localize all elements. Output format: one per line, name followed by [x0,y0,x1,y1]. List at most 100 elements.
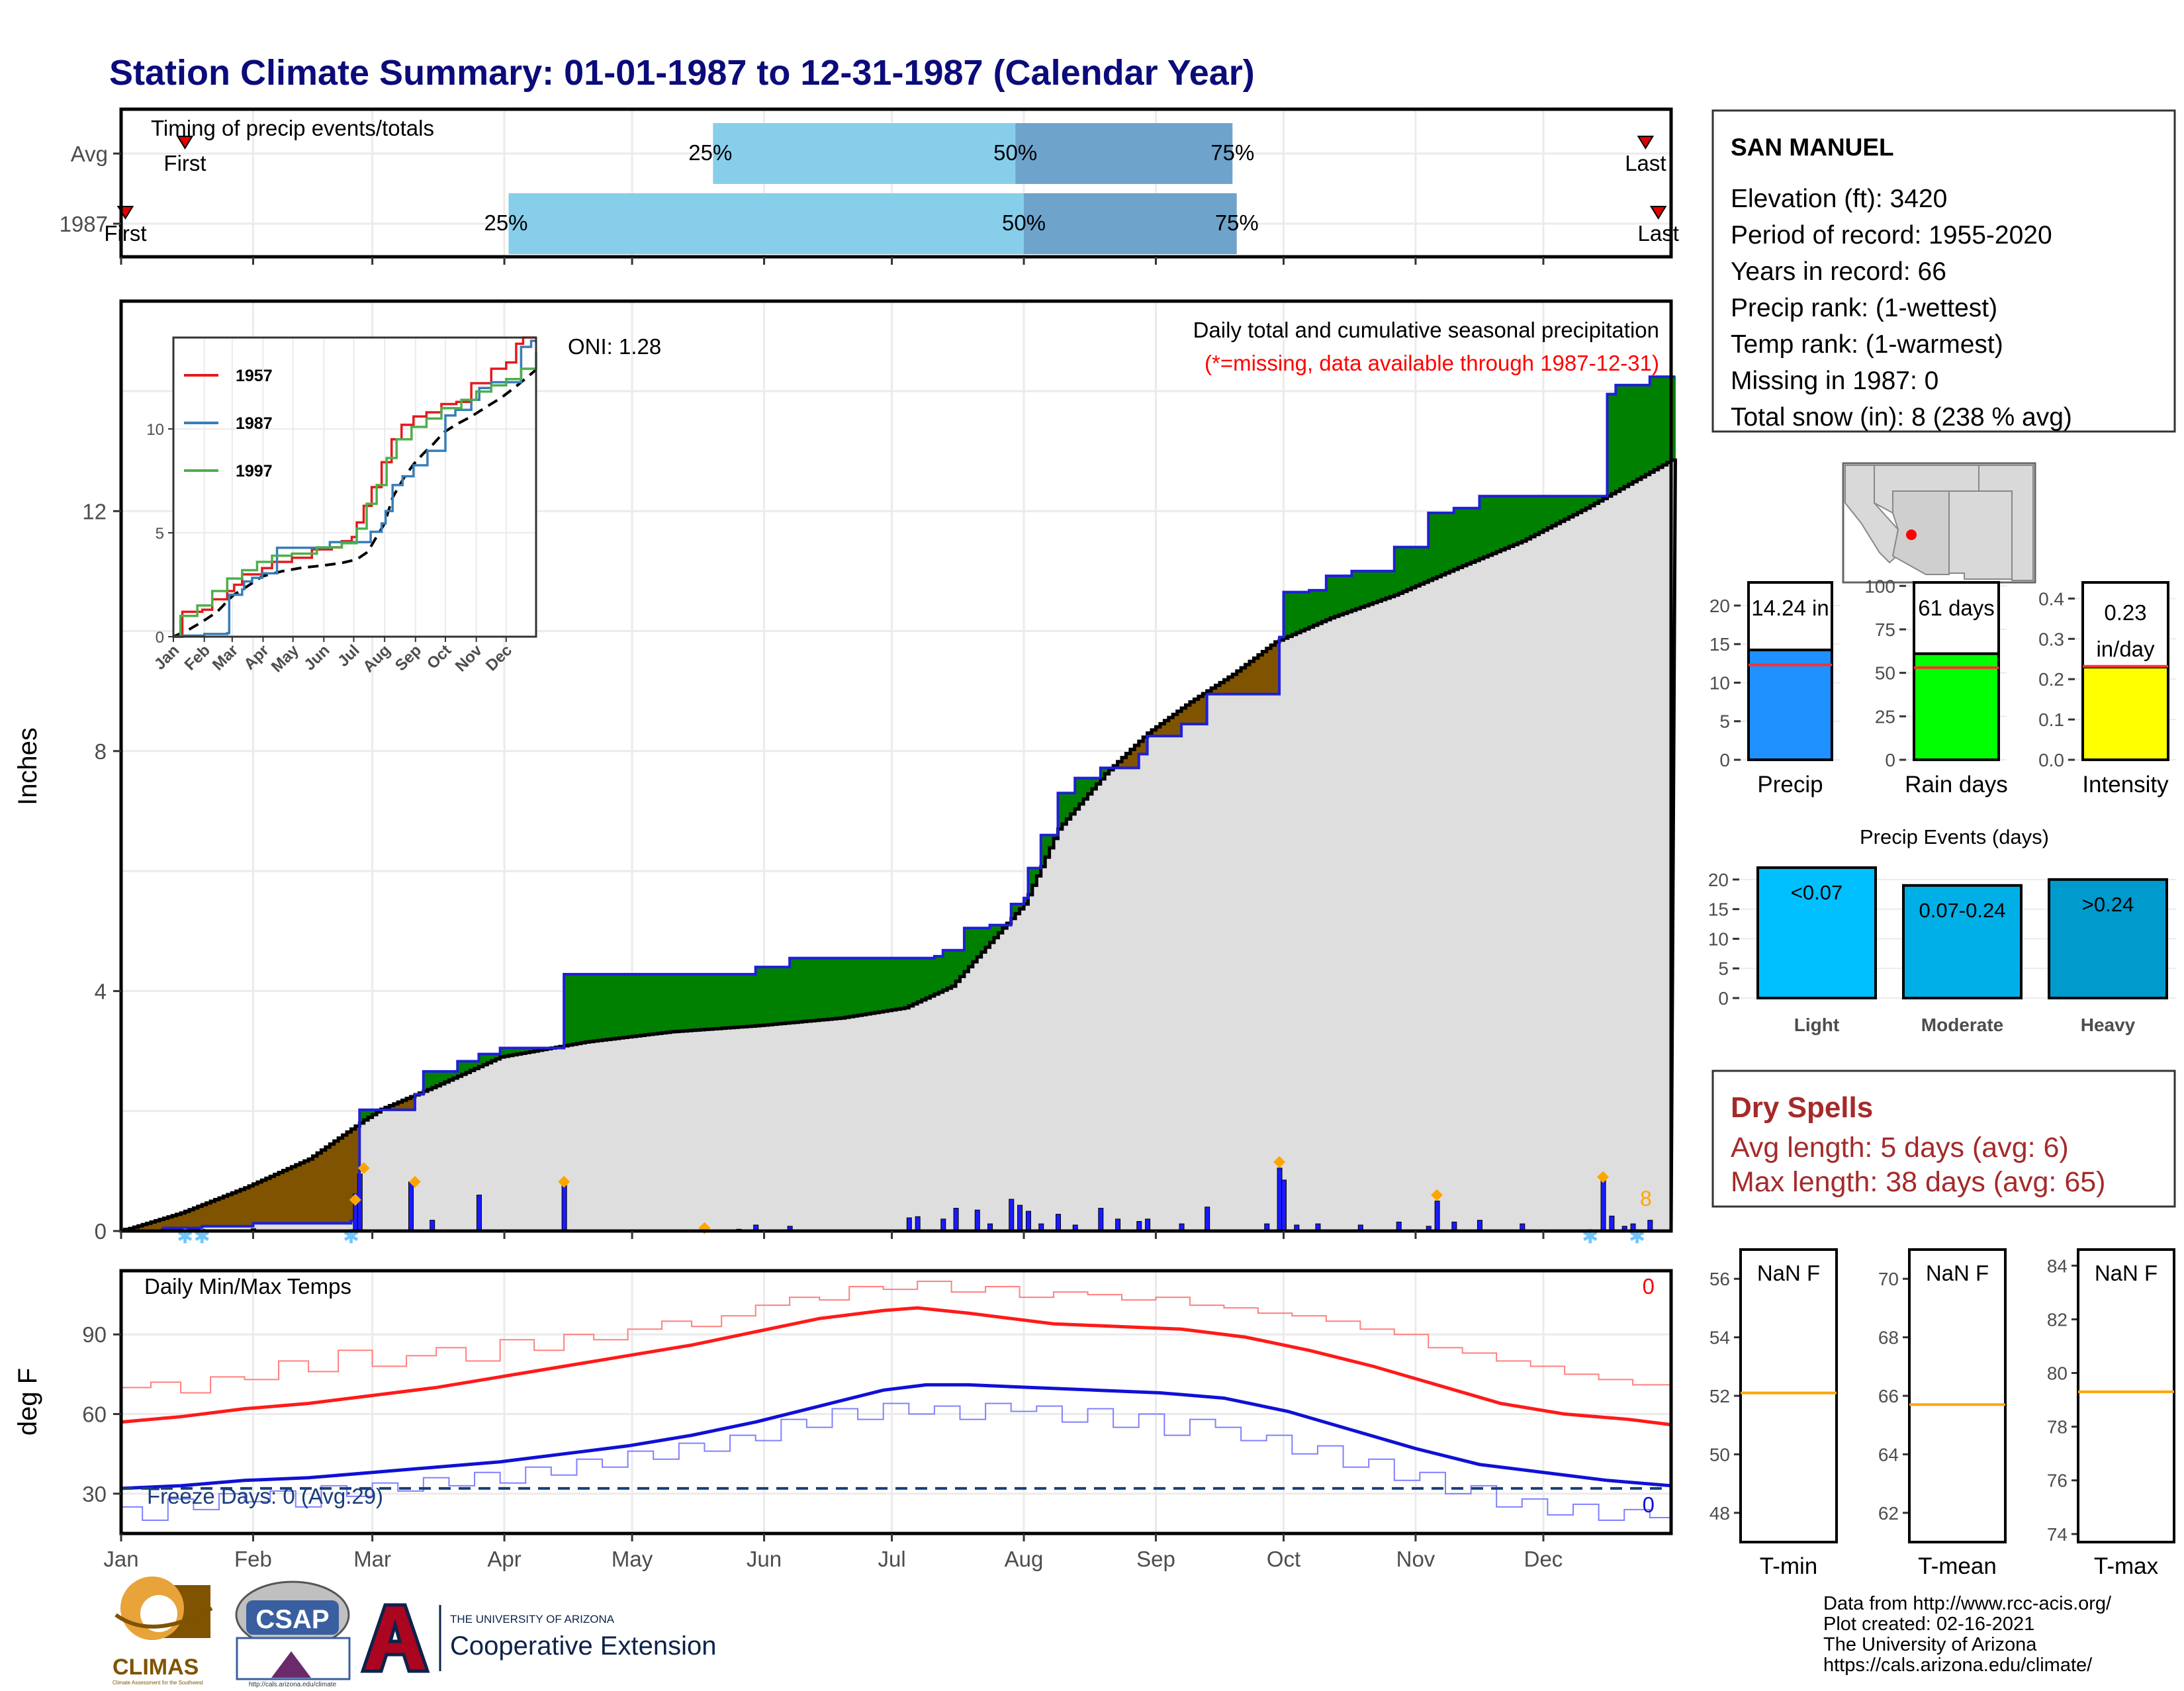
temp-summary-t-min: 48 50 52 54 56 NaN F T-min [1709,1248,1838,1579]
temp-summary-y-tick-label: 74 [2047,1524,2068,1545]
map-colorado-texas [1978,465,2034,581]
summary-bar-charts: 0 5 10 15 20 14.24 in Precip 0 25 50 75 100 61 days R… [1709,576,2176,798]
csap-logo: CSAP http://cals.arizona.edu/climate [235,1580,351,1688]
precip-frame [119,299,1673,1233]
daily-precip-bar [476,1195,482,1232]
station-info-frame [1711,109,2176,433]
inset-legend-label: 1987 [236,414,273,433]
station-name: SAN MANUEL [1731,134,1894,161]
locator-map [1842,462,2036,584]
timing-panel: 25% 50% 75% First Last 25% 50% 75% First Last Tim… [60,107,1679,265]
inset-legend: 1957 1987 1997 [184,367,273,480]
daily-precip-bar [1098,1208,1104,1232]
inset-legend-label: 1957 [236,367,273,385]
footer: Data from http://www.rcc-acis.org/ Plot … [1823,1593,2112,1676]
temp-summary-y-tick-label: 56 [1709,1269,1730,1289]
max-count: 0 [1643,1274,1655,1299]
timing-row-label: Avg [71,142,108,166]
daily-precip-bar [1434,1201,1440,1232]
csap-mountain [271,1651,311,1678]
timing-bars: 25% 50% 75% First Last 25% 50% 75% First Last [104,123,1679,254]
events-bar-heavy [2048,878,2168,999]
temp-summary-y-tick-label: 66 [1878,1386,1899,1406]
month-label: Nov [1396,1547,1435,1571]
month-label: Jan [103,1547,138,1571]
events-value-label: 0.07-0.24 [1919,899,2006,922]
timing-p50-label: 50% [1002,210,1046,235]
summary-x-label: Rain days [1905,772,2008,798]
daily-precip-bar [561,1182,567,1232]
inset-y-tick-label: 0 [156,629,164,647]
precip-events-chart: Precip Events (days) 05101520<0.07Light0… [1708,825,2176,1035]
temp-summary-y-tick-label: 48 [1709,1503,1730,1524]
footer-line-created: Plot created: 02-16-2021 [1823,1614,2034,1635]
timing-first-label: First [163,151,206,175]
events-bar-light [1756,866,1877,1000]
daily-min-temp-line [121,1402,1672,1521]
station-line-period: Period of record: 1955-2020 [1731,221,2052,250]
month-label: Feb [234,1547,272,1571]
temp-y-label: deg F [13,1368,42,1436]
summary-y-tick-label: 25 [1875,706,1895,727]
summary-value-label: 61 days [1918,596,1995,620]
temp-summary-label: T-mean [1918,1553,1997,1579]
timing-row-label: 1987 [60,212,108,236]
temp-summary-y-tick-label: 52 [1709,1386,1730,1406]
summary-bar-precip: 0 5 10 15 20 14.24 in Precip [1709,581,1840,798]
temp-summary-t-max: 74 76 78 80 82 84 NaN F T-max [2047,1248,2175,1579]
map-new-mexico [1948,490,2013,580]
csap-url: http://cals.arizona.edu/climate [249,1681,337,1688]
climas-logo: CLIMAS Climate Assessment for the Southw… [113,1577,213,1686]
daily-precip-bar [1017,1205,1023,1232]
climas-logo-text: CLIMAS [113,1655,199,1680]
temp-summary-y-tick-label: 78 [2047,1417,2068,1438]
cumulative-1987-line [121,375,1676,1232]
station-info-box: SAN MANUEL Elevation (ft): 3420 Period o… [1711,109,2176,433]
temp-summary-y-tick-label: 54 [1709,1328,1730,1348]
csap-label-box [246,1600,339,1635]
dry-spells-frame [1711,1070,2176,1208]
daily-precip-bars [122,1167,1653,1232]
summary-x-label: Intensity [2082,772,2169,798]
temp-summary-y-tick-label: 70 [1878,1269,1899,1289]
station-line-snow: Total snow (in): 8 (238 % avg) [1731,403,2072,432]
month-label: Mar [353,1547,391,1571]
summary-bar-intensity: 0.0 0.1 0.2 0.3 0.4 0.23 in/day Intensity [2038,581,2176,798]
summary-x-label: Precip [1757,772,1823,798]
temp-y-tick-label: 60 [82,1402,107,1427]
ua-logo-big: Cooperative Extension [450,1631,716,1661]
min-count: 0 [1643,1492,1655,1517]
average-min-temp-line [120,1383,1672,1490]
summary-y-tick-label: 10 [1709,672,1730,693]
temp-summary-box [1739,1248,1838,1543]
precip-y-tick-label: 12 [82,499,107,524]
orange-marker [1431,1189,1443,1201]
station-line-missing: Missing in 1987: 0 [1731,367,1938,395]
daily-precip-bar [408,1181,414,1232]
orange-marker [558,1175,570,1188]
daily-precip-bar [1600,1176,1606,1232]
average-max-temp-line [120,1306,1672,1427]
daily-precip-bar [1281,1179,1287,1232]
precip-panel-title: Daily total and cumulative seasonal prec… [1193,318,1659,342]
month-label: Sep [1136,1547,1175,1571]
events-x-label: Heavy [2081,1015,2136,1035]
events-y-tick-label: 20 [1708,870,1729,890]
precip-y-label: Inches [13,727,42,805]
ua-logo: THE UNIVERSITY OF ARIZONA Cooperative Ex… [360,1603,716,1673]
temp-summary-box [2077,1248,2175,1543]
daily-max-temp-line [121,1281,1672,1394]
daily-precip-bar [1609,1215,1615,1232]
daily-precip-bar [1025,1211,1031,1232]
summary-bar-outline [1747,581,1833,652]
events-x-label: Moderate [1921,1015,2003,1035]
oni-label: ONI: 1.28 [568,334,661,359]
timing-last-marker [1649,206,1667,220]
dry-spells-title: Dry Spells [1731,1091,1873,1124]
summary-bar-fill [2081,665,2169,762]
inset-y-tick-label: 10 [146,421,164,439]
precip-y-axis: 0 4 8 12 [82,499,1545,1244]
ua-logo-small: THE UNIVERSITY OF ARIZONA [450,1613,615,1625]
summary-y-tick-label: 0 [1885,750,1895,770]
